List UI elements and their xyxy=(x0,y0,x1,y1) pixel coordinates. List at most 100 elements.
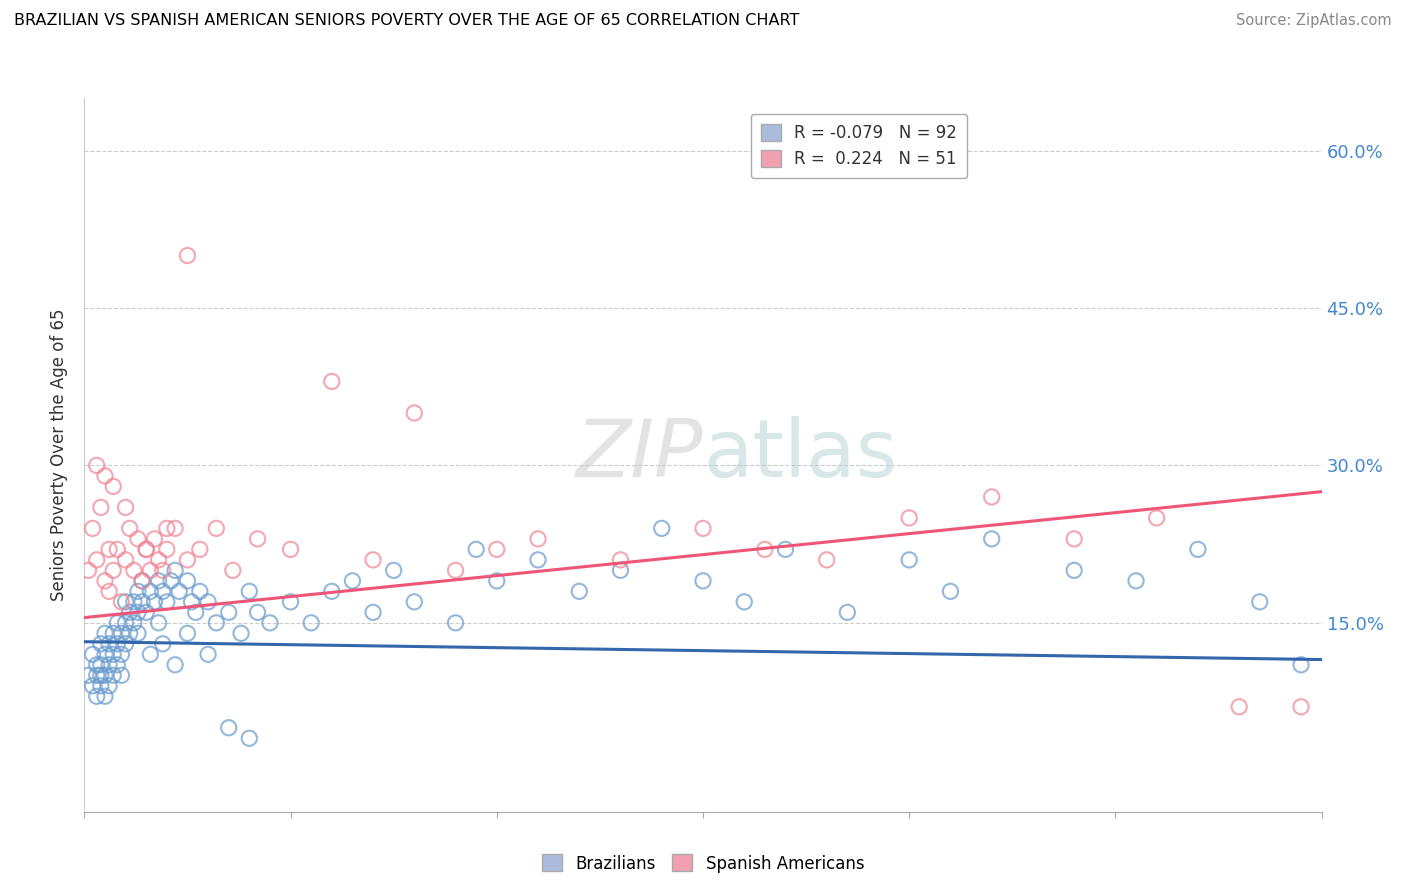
Point xyxy=(131,574,153,588)
Point xyxy=(197,595,219,609)
Point xyxy=(103,479,125,493)
Point xyxy=(165,657,187,672)
Point xyxy=(135,542,157,557)
Point xyxy=(135,542,157,557)
Point xyxy=(98,679,121,693)
Point xyxy=(86,690,108,704)
Point xyxy=(98,542,121,557)
Point xyxy=(105,637,128,651)
Point xyxy=(939,584,962,599)
Point xyxy=(609,553,631,567)
Point xyxy=(86,668,108,682)
Point xyxy=(127,626,149,640)
Point xyxy=(775,542,797,557)
Point xyxy=(485,542,508,557)
Legend: R = -0.079   N = 92, R =  0.224   N = 51: R = -0.079 N = 92, R = 0.224 N = 51 xyxy=(751,113,967,178)
Point xyxy=(651,521,673,535)
Point xyxy=(205,521,228,535)
Point xyxy=(1249,595,1271,609)
Point xyxy=(143,595,166,609)
Point xyxy=(1125,574,1147,588)
Point xyxy=(110,626,132,640)
Point xyxy=(139,563,162,577)
Point xyxy=(165,521,187,535)
Point xyxy=(815,553,838,567)
Point xyxy=(1187,542,1209,557)
Point xyxy=(152,637,174,651)
Point xyxy=(692,574,714,588)
Point xyxy=(1063,563,1085,577)
Point xyxy=(110,595,132,609)
Point xyxy=(188,584,211,599)
Point xyxy=(98,584,121,599)
Legend: Brazilians, Spanish Americans: Brazilians, Spanish Americans xyxy=(536,847,870,880)
Point xyxy=(321,584,343,599)
Point xyxy=(90,668,112,682)
Point xyxy=(127,605,149,619)
Point xyxy=(103,648,125,662)
Point xyxy=(1227,699,1250,714)
Point xyxy=(94,690,117,704)
Point xyxy=(382,563,405,577)
Point xyxy=(148,574,170,588)
Point xyxy=(114,553,136,567)
Point xyxy=(118,626,141,640)
Y-axis label: Seniors Poverty Over the Age of 65: Seniors Poverty Over the Age of 65 xyxy=(51,309,69,601)
Point xyxy=(94,668,117,682)
Point xyxy=(152,563,174,577)
Point xyxy=(118,605,141,619)
Point xyxy=(127,584,149,599)
Point xyxy=(103,563,125,577)
Point xyxy=(898,511,921,525)
Point xyxy=(568,584,591,599)
Point xyxy=(90,500,112,515)
Point xyxy=(94,574,117,588)
Point xyxy=(94,469,117,483)
Point xyxy=(246,605,269,619)
Point xyxy=(184,605,207,619)
Point xyxy=(110,668,132,682)
Point xyxy=(98,637,121,651)
Point xyxy=(110,648,132,662)
Point xyxy=(176,574,198,588)
Point xyxy=(122,595,145,609)
Point xyxy=(167,584,190,599)
Point xyxy=(86,657,108,672)
Point xyxy=(135,605,157,619)
Point xyxy=(485,574,508,588)
Text: Source: ZipAtlas.com: Source: ZipAtlas.com xyxy=(1236,13,1392,29)
Point xyxy=(837,605,859,619)
Point xyxy=(229,626,252,640)
Point xyxy=(980,532,1002,546)
Point xyxy=(238,584,260,599)
Point xyxy=(754,542,776,557)
Point xyxy=(197,648,219,662)
Point xyxy=(90,679,112,693)
Point xyxy=(1289,657,1312,672)
Point xyxy=(176,248,198,262)
Point xyxy=(246,532,269,546)
Point xyxy=(176,626,198,640)
Point xyxy=(280,542,302,557)
Point xyxy=(898,553,921,567)
Point xyxy=(156,595,179,609)
Point xyxy=(280,595,302,609)
Point xyxy=(222,563,245,577)
Point xyxy=(148,615,170,630)
Point xyxy=(90,637,112,651)
Point xyxy=(131,574,153,588)
Point xyxy=(103,626,125,640)
Point xyxy=(139,584,162,599)
Point xyxy=(114,500,136,515)
Point xyxy=(77,668,100,682)
Point xyxy=(77,563,100,577)
Point xyxy=(94,648,117,662)
Point xyxy=(692,521,714,535)
Point xyxy=(299,615,322,630)
Point xyxy=(342,574,364,588)
Text: BRAZILIAN VS SPANISH AMERICAN SENIORS POVERTY OVER THE AGE OF 65 CORRELATION CHA: BRAZILIAN VS SPANISH AMERICAN SENIORS PO… xyxy=(14,13,800,29)
Point xyxy=(259,615,281,630)
Point xyxy=(165,563,187,577)
Point xyxy=(404,595,426,609)
Point xyxy=(444,563,467,577)
